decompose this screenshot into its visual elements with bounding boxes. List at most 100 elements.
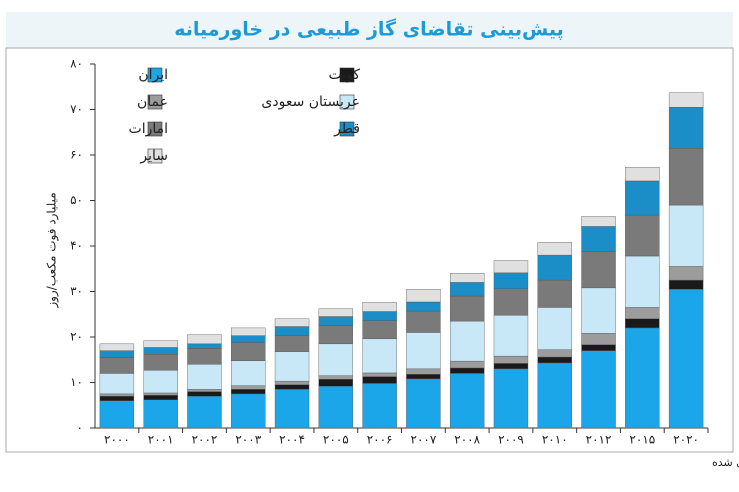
bar-segment [406, 311, 440, 332]
bar-segment [494, 315, 528, 356]
bar-segment [363, 339, 397, 373]
bar-segment [450, 321, 484, 361]
bar-segment [231, 328, 265, 336]
x-tick-label: ۲۰۰۶ [367, 433, 393, 447]
bar-segment [319, 386, 353, 428]
chart: پیش‌بینی تقاضای گاز طبیعی در خاورمیانه م… [0, 0, 739, 492]
bar-segment [625, 328, 659, 428]
bar-segment [231, 336, 265, 343]
bar-segment [538, 255, 572, 280]
bar-segment [538, 363, 572, 428]
bar-segment [450, 361, 484, 368]
bar-segment [187, 344, 221, 349]
bar-segment [275, 319, 309, 327]
bar-segment [494, 363, 528, 368]
x-tick-label: ۲۰۱۵ [629, 433, 655, 447]
x-tick-label: ۲۰۰۹ [498, 433, 524, 447]
bar-segment [144, 347, 178, 354]
bar-segment [319, 376, 353, 380]
bar-segment [363, 377, 397, 384]
bar-segment [187, 392, 221, 397]
bar-segment [406, 332, 440, 368]
bar-segment [669, 205, 703, 266]
bar-segment [450, 282, 484, 296]
bar-segment [187, 389, 221, 391]
legend-label: امارات [129, 121, 168, 137]
bar-segment [363, 302, 397, 311]
bar-segment [319, 309, 353, 317]
bar-segment [538, 280, 572, 307]
bar-segment [406, 289, 440, 302]
bar-segment [275, 385, 309, 390]
chart-title: پیش‌بینی تقاضای گاز طبیعی در خاورمیانه [174, 18, 564, 41]
bar-segment [582, 216, 616, 226]
bar-segment [669, 289, 703, 428]
bar-segment [100, 401, 134, 428]
bar-segment [275, 389, 309, 428]
bar-segment [100, 394, 134, 396]
bar-segment [450, 368, 484, 373]
footnote: ۲۰۰۵-۲۰۰۰ واقعی، ۲۰۰۶ و ۲۰۰۷ مقدماتی، ۲۰… [712, 456, 739, 469]
bar-segment [450, 273, 484, 282]
x-tick-label: ۲۰۰۸ [454, 433, 480, 447]
bar-segment [625, 167, 659, 181]
x-tick-label: ۲۰۰۲ [192, 433, 218, 447]
legend-label: عمان [137, 94, 168, 110]
x-tick-label: ۲۰۰۷ [411, 433, 437, 447]
bar-segment [406, 369, 440, 374]
x-tick-label: ۲۰۱۲ [586, 433, 612, 447]
bar-segment [582, 333, 616, 344]
bar-segment [275, 352, 309, 382]
bar-segment [319, 317, 353, 326]
bar-segment [582, 251, 616, 287]
x-tick-label: ۲۰۰۰ [104, 433, 130, 447]
bar-segment [144, 370, 178, 393]
bar-segment [669, 107, 703, 148]
bar-segment [319, 326, 353, 344]
bar-segment [538, 242, 572, 255]
bar-segment [144, 354, 178, 370]
bar-segment [187, 348, 221, 364]
legend-label: سایر [139, 148, 168, 164]
bar-segment [669, 266, 703, 280]
bar-segment [582, 226, 616, 251]
bar-segment [625, 181, 659, 215]
bar-segment [363, 321, 397, 339]
bar-segment [275, 336, 309, 352]
legend-label: قطر [333, 121, 360, 137]
y-tick-label: ۶۰ [70, 148, 83, 162]
bar-segment [494, 369, 528, 428]
x-tick-label: ۲۰۰۱ [148, 433, 174, 447]
bar-segment [494, 261, 528, 273]
bar-segment [406, 302, 440, 311]
x-tick-label: ۲۰۲۰ [673, 433, 699, 447]
bar-segment [363, 312, 397, 321]
bar-segment [275, 381, 309, 385]
y-tick-label: ۵۰ [70, 193, 83, 207]
y-tick-label: ۲۰ [70, 330, 83, 344]
bar-segment [144, 395, 178, 400]
bar-segment [406, 379, 440, 428]
bar-segment [625, 215, 659, 256]
bar-segment [100, 396, 134, 401]
y-tick-label: ۷۰ [70, 102, 83, 116]
bar-segment [187, 396, 221, 428]
bar-segment [319, 344, 353, 376]
bar-segment [144, 393, 178, 395]
bar-segment [494, 273, 528, 289]
bar-segment [669, 93, 703, 108]
bar-segment [669, 148, 703, 205]
bar-segment [231, 394, 265, 428]
y-axis-label: میلیارد فوت مکعب/روز [45, 192, 60, 308]
bar-segment [100, 357, 134, 373]
bar-segment [231, 386, 265, 390]
y-tick-label: ۸۰ [70, 57, 83, 71]
bar-segment [582, 288, 616, 334]
y-tick-label: ۴۰ [70, 239, 83, 253]
bar-segment [275, 327, 309, 336]
bar-segment [100, 351, 134, 358]
x-tick-label: ۲۰۱۰ [542, 433, 568, 447]
bar-segment [231, 389, 265, 394]
bar-segment [625, 256, 659, 307]
legend-label: ایران [138, 67, 168, 83]
